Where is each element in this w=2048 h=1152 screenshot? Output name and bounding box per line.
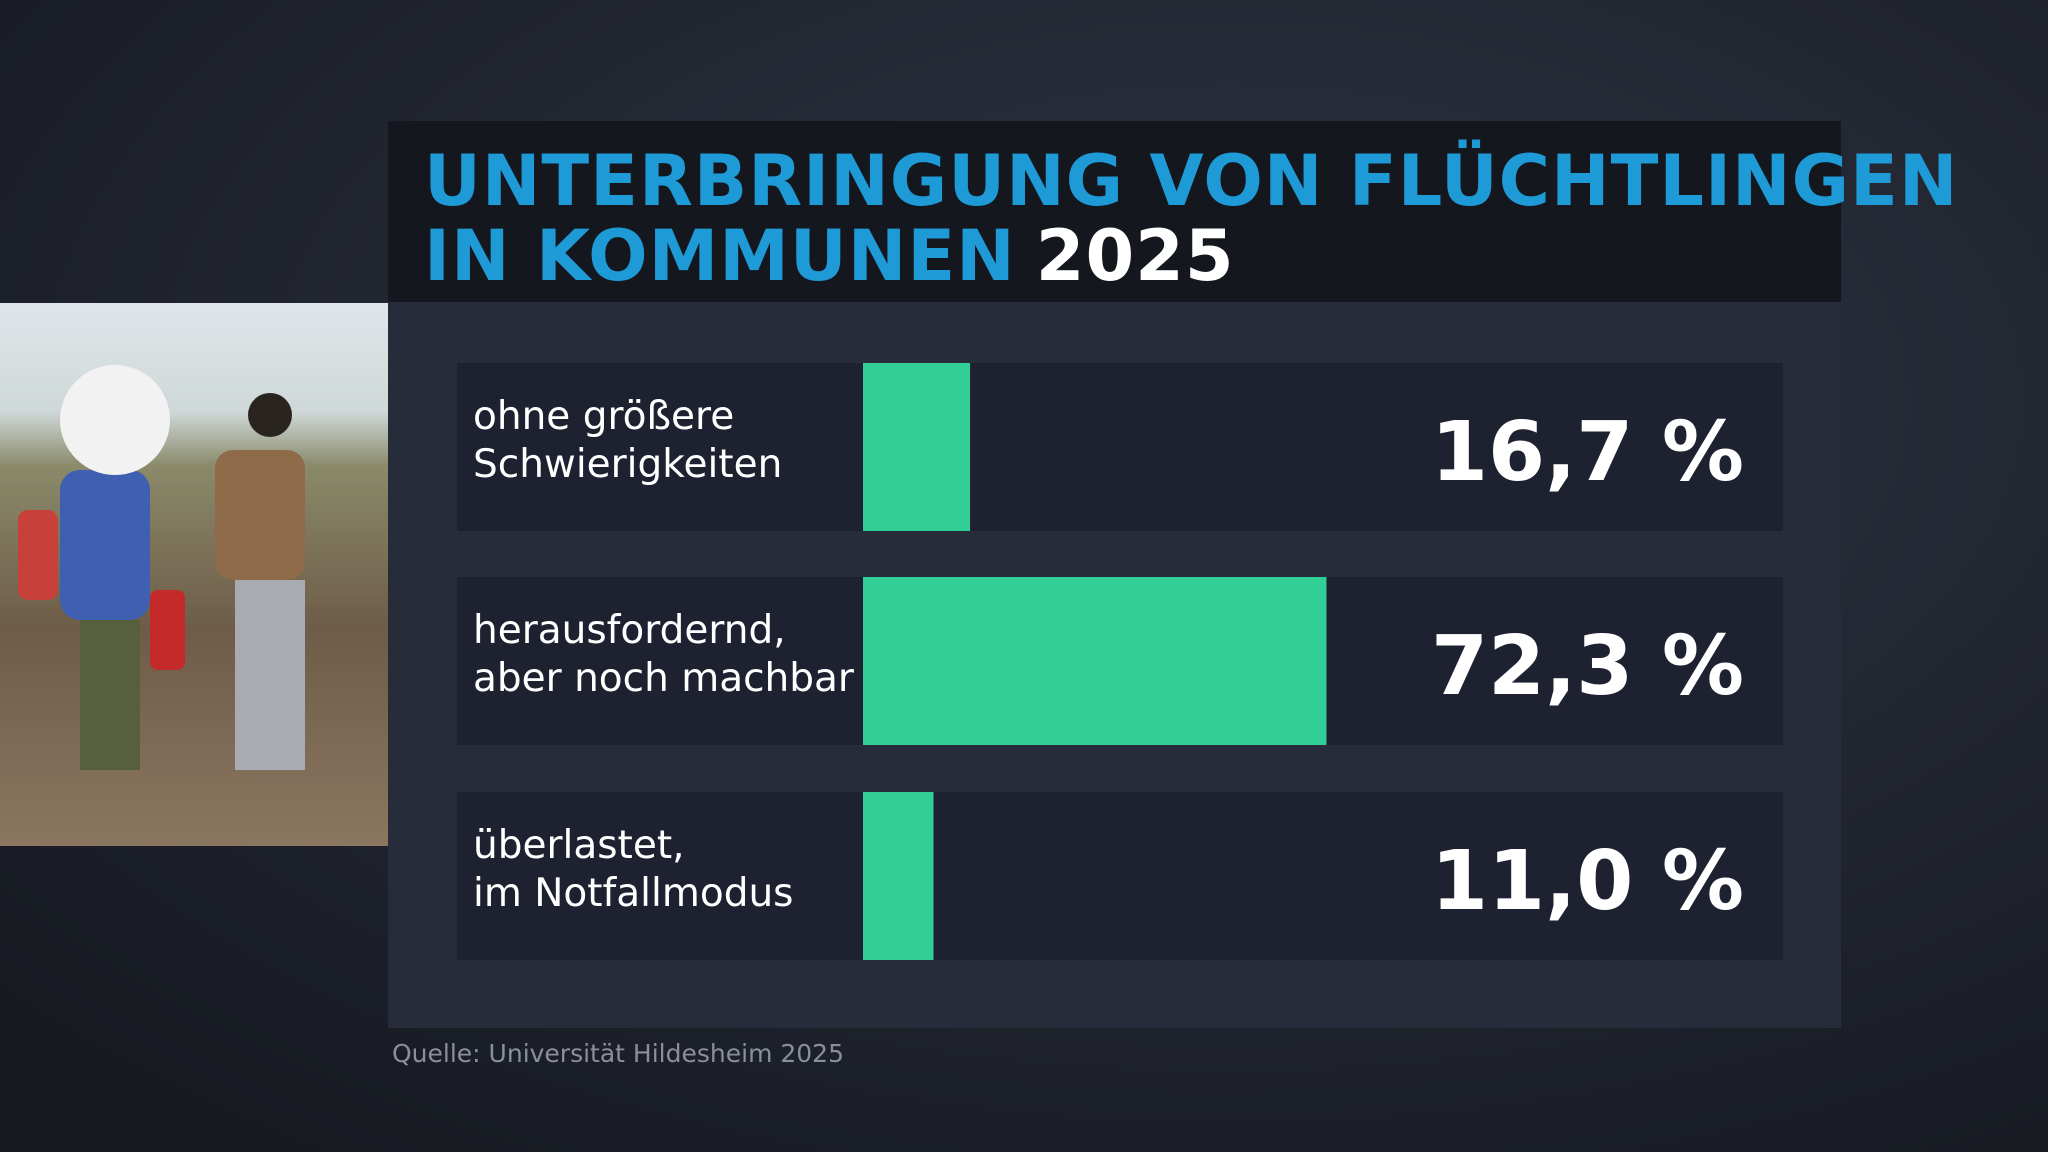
category-label: ohne größere — [473, 394, 734, 439]
photo-figure — [235, 580, 305, 770]
photo — [0, 303, 388, 846]
title-year: 2025 — [1036, 215, 1235, 297]
bar — [863, 577, 1327, 745]
title-line: IN KOMMUNEN — [424, 215, 1016, 297]
photo-figure — [80, 620, 140, 770]
photo-bag — [60, 365, 170, 475]
row-background — [457, 363, 1783, 531]
category-label: aber noch machbar — [473, 656, 855, 701]
source: Quelle: Universität Hildesheim 2025 — [392, 1039, 844, 1068]
bar — [863, 363, 971, 531]
photo-figure — [150, 590, 185, 670]
title-band — [388, 121, 1841, 302]
category-label: Schwierigkeiten — [473, 442, 782, 487]
value-label: 11,0 % — [1431, 834, 1744, 929]
chart-title: IN KOMMUNEN 2025 — [424, 215, 1235, 297]
title-line: UNTERBRINGUNG VON FLÜCHTLINGEN — [424, 140, 1958, 222]
value-label: 16,7 % — [1431, 405, 1744, 500]
category-label: überlastet, — [473, 823, 685, 868]
photo-background — [0, 303, 388, 846]
bar — [863, 792, 934, 960]
value-label: 72,3 % — [1431, 619, 1744, 714]
photo-figure — [18, 510, 58, 600]
photo-backpack — [215, 450, 305, 580]
category-label: im Notfallmodus — [473, 871, 794, 916]
photo-figure — [60, 470, 150, 620]
chart-title: UNTERBRINGUNG VON FLÜCHTLINGEN — [424, 140, 1958, 222]
row-background — [457, 792, 1783, 960]
photo-head — [248, 393, 292, 437]
category-label: herausfordernd, — [473, 608, 786, 653]
